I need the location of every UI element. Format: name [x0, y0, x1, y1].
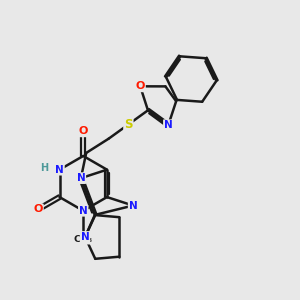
- Text: N: N: [81, 232, 89, 242]
- Text: O: O: [136, 81, 145, 91]
- Text: N: N: [129, 200, 137, 211]
- Text: O: O: [79, 126, 88, 136]
- Text: N: N: [55, 165, 64, 175]
- Text: N: N: [164, 120, 173, 130]
- Text: CH₃: CH₃: [74, 235, 93, 244]
- Text: S: S: [124, 118, 133, 131]
- Text: N: N: [76, 173, 85, 183]
- Text: O: O: [34, 204, 43, 214]
- Text: H: H: [40, 163, 48, 173]
- Text: N: N: [79, 206, 88, 216]
